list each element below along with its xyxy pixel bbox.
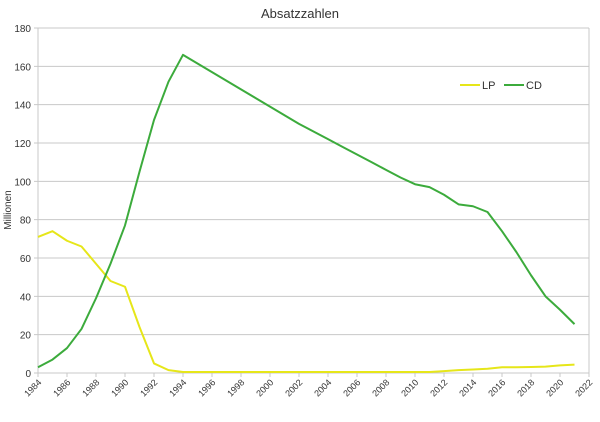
y-tick-label: 140 <box>14 101 31 112</box>
y-tick-label: 60 <box>20 254 32 265</box>
y-tick-label: 180 <box>14 24 31 35</box>
y-tick-label: 100 <box>14 177 31 188</box>
x-tick-label: 2016 <box>486 377 507 398</box>
x-tick-label: 2022 <box>573 377 594 398</box>
chart-title: Absatzzahlen <box>261 6 339 21</box>
x-tick-label: 2004 <box>312 377 333 398</box>
legend-label-cd: CD <box>526 80 542 92</box>
x-tick-label: 2010 <box>399 377 420 398</box>
series-line-lp <box>37 230 575 374</box>
y-tick-label: 0 <box>25 369 31 380</box>
x-tick-label: 2008 <box>370 377 391 398</box>
y-tick-label: 80 <box>20 216 32 227</box>
x-tick-label: 2014 <box>457 377 478 398</box>
series-line-cd <box>37 53 576 369</box>
x-tick-label: 2020 <box>544 377 565 398</box>
y-tick-label: 160 <box>14 62 31 73</box>
x-tick-label: 2000 <box>254 377 275 398</box>
x-tick-label: 1996 <box>196 377 217 398</box>
x-tick-label: 2012 <box>428 377 449 398</box>
x-tick-label: 1988 <box>80 377 101 398</box>
x-tick-label: 2002 <box>283 377 304 398</box>
y-axis-label: Millionen <box>3 190 14 229</box>
y-tick-label: 120 <box>14 139 31 150</box>
x-tick-label: 1986 <box>51 377 72 398</box>
x-tick-label: 1990 <box>109 377 130 398</box>
legend-label-lp: LP <box>482 80 495 92</box>
x-tick-label: 1998 <box>225 377 246 398</box>
x-tick-label: 1994 <box>167 377 188 398</box>
x-tick-label: 2006 <box>341 377 362 398</box>
y-tick-label: 20 <box>20 331 32 342</box>
x-tick-label: 2018 <box>515 377 536 398</box>
x-tick-label: 1992 <box>138 377 159 398</box>
y-tick-label: 40 <box>20 292 32 303</box>
x-tick-label: 1984 <box>22 377 43 398</box>
